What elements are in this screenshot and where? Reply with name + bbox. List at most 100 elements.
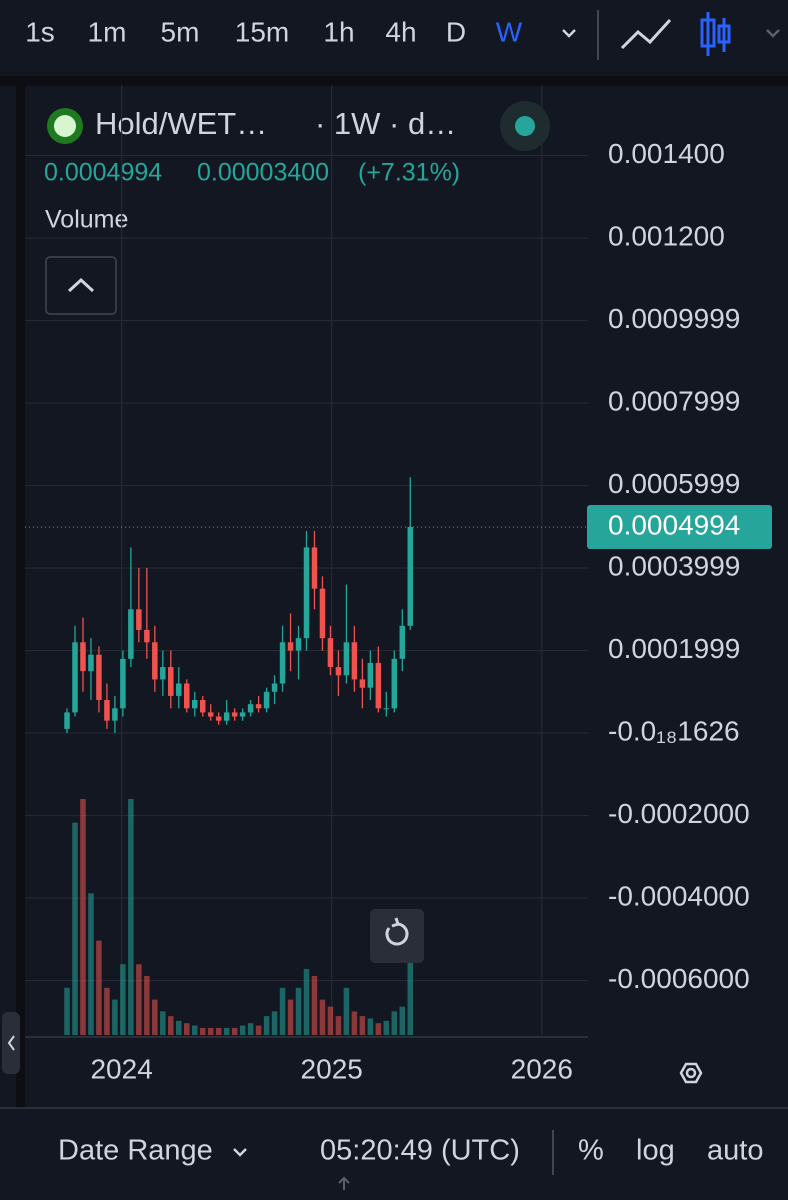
candle-body <box>343 642 350 676</box>
y-tick-label: 0.001400 <box>608 138 725 169</box>
settings-icon[interactable] <box>679 1062 703 1084</box>
candle-body <box>239 712 246 717</box>
volume-bar <box>263 1016 270 1035</box>
interval-button[interactable]: W <box>496 16 523 47</box>
candle-body <box>391 658 398 709</box>
candle-body <box>160 667 166 680</box>
candle-body <box>207 712 214 717</box>
volume-bar <box>136 964 142 1035</box>
chart-type-menu[interactable] <box>766 29 780 38</box>
volume-bar <box>295 987 302 1035</box>
candle-body <box>319 588 326 639</box>
volume-bar <box>407 959 414 1035</box>
y-tick-label: 0.001200 <box>608 220 725 251</box>
collapse-button[interactable] <box>45 256 117 315</box>
interval-button[interactable]: 15m <box>235 16 289 47</box>
side-panel <box>0 86 16 1108</box>
candle-body <box>168 667 174 696</box>
candle-body <box>72 642 78 713</box>
y-tick-label: -0.0006000 <box>608 963 750 994</box>
interval-button[interactable]: 1h <box>323 16 354 47</box>
volume-bar <box>207 1027 214 1035</box>
volume-bar <box>303 968 310 1035</box>
footer <box>0 1108 788 1200</box>
volume-bar <box>128 799 134 1035</box>
x-tick-label: 2026 <box>511 1053 573 1084</box>
candle-body <box>96 654 102 701</box>
candle-body <box>407 527 414 626</box>
y-tick-label: 0.0003999 <box>608 550 740 581</box>
percent-toggle[interactable]: % <box>578 1135 604 1167</box>
volume-bar <box>319 999 326 1035</box>
reset-icon-arrow <box>391 917 400 928</box>
candle-body <box>311 547 318 589</box>
date-range-chevron[interactable] <box>233 1148 247 1157</box>
candle-body <box>215 716 222 721</box>
candle-body <box>191 700 198 709</box>
volume-bar <box>351 1011 358 1035</box>
candle-body <box>120 658 126 709</box>
candle-body <box>287 642 294 651</box>
volume-bar <box>247 1023 254 1035</box>
reset-button[interactable] <box>370 909 424 963</box>
volume-bar <box>375 1023 382 1035</box>
toolbar <box>0 0 788 76</box>
candle-body <box>128 609 134 659</box>
volume-bar <box>112 999 118 1035</box>
volume-bar <box>64 987 70 1035</box>
volume-bar <box>311 976 318 1035</box>
date-range[interactable]: Date Range <box>58 1135 213 1167</box>
volume-bar <box>391 1011 398 1035</box>
candle-body <box>359 679 366 688</box>
candle-body <box>375 662 382 709</box>
plot: 0.001400 0.001200 0.0009999 0.0007999 0.0005… <box>25 85 772 1084</box>
y-tick-label: -0.0002000 <box>608 798 750 829</box>
volume-bar <box>96 940 102 1035</box>
volume-bar <box>80 799 86 1035</box>
price-tag-label: 0.0004994 <box>608 509 740 540</box>
candle-body <box>223 712 230 721</box>
candle-body <box>303 547 310 639</box>
volume-bar <box>152 999 158 1035</box>
status-dot <box>515 116 535 136</box>
gap <box>0 76 788 86</box>
candle-body <box>176 683 182 696</box>
line-chart-icon[interactable] <box>620 18 672 50</box>
interval-button[interactable]: D <box>446 16 466 47</box>
volume-bar <box>120 964 126 1035</box>
side-toggle[interactable] <box>2 1012 20 1074</box>
volume-bar <box>359 1016 366 1035</box>
x-tick-label: 2025 <box>301 1053 363 1084</box>
interval-button[interactable]: 5m <box>161 16 200 47</box>
volume-bar <box>215 1027 222 1035</box>
interval-button[interactable]: 4h <box>385 16 416 47</box>
interval-button[interactable]: 1s <box>25 16 55 47</box>
candle-body <box>335 667 342 676</box>
candle-body <box>199 700 206 713</box>
candle-body <box>144 629 150 643</box>
interval-button[interactable]: 1m <box>88 16 127 47</box>
y-tick-label: -0.0₁₈1626 <box>608 715 740 746</box>
more-intervals[interactable] <box>562 29 576 38</box>
candle-body <box>295 638 302 651</box>
log-toggle[interactable]: log <box>636 1135 675 1167</box>
last-price: 0.0004994 <box>44 159 162 187</box>
candle-body <box>367 662 374 688</box>
volume-bar <box>168 1016 174 1035</box>
volume-bar <box>239 1025 246 1035</box>
candle-body <box>184 683 190 709</box>
y-tick-label: 0.0005999 <box>608 468 740 499</box>
volume-bar <box>367 1018 374 1035</box>
candle-body <box>399 625 406 659</box>
volume-bar <box>399 1006 406 1035</box>
clock[interactable]: 05:20:49 (UTC) <box>320 1135 520 1167</box>
auto-toggle[interactable]: auto <box>707 1135 763 1167</box>
change-pct: (+7.31%) <box>358 159 460 187</box>
candle-icon[interactable] <box>700 12 731 56</box>
volume-bar <box>184 1023 190 1035</box>
candle-body <box>88 654 94 672</box>
candle-body <box>383 708 390 710</box>
footer-handle <box>338 1176 350 1190</box>
volume-bar <box>271 1011 278 1035</box>
